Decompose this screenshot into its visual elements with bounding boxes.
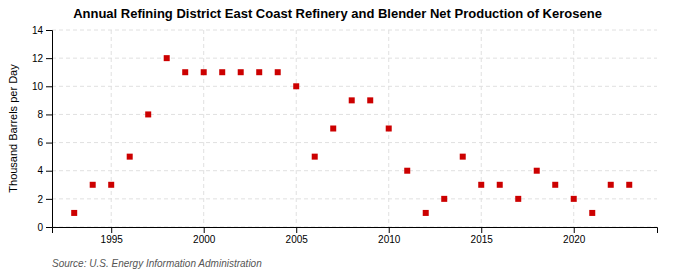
point [127, 154, 133, 160]
tick-label: 10 [32, 81, 44, 92]
grid-line [52, 86, 657, 87]
point [571, 196, 577, 202]
y-axis: 0 2 4 6 8 10 12 14 [32, 25, 53, 233]
tick: 2020 [563, 227, 586, 245]
grid-line [296, 30, 297, 227]
axis-line [46, 31, 53, 228]
tick: 2010 [378, 227, 401, 245]
tick-label: 8 [37, 109, 43, 120]
tick-label: 6 [37, 137, 43, 148]
point [201, 69, 207, 75]
grid-line [52, 142, 657, 143]
point [515, 196, 521, 202]
grid-line [52, 170, 657, 171]
point [404, 168, 410, 174]
tick: 8 [37, 109, 52, 120]
point [312, 154, 318, 160]
tick: 6 [37, 137, 52, 148]
grid-line [481, 30, 482, 227]
point [478, 182, 484, 188]
tick-mark [46, 199, 52, 200]
tick-label: 1995 [101, 234, 124, 245]
chart: 1995 2000 2005 2010 2015 2020 0 2 4 6 8 10 12 14 Annua… [0, 0, 675, 275]
tick-label: 2010 [378, 234, 401, 245]
tick: 2 [37, 194, 52, 205]
tick: 12 [32, 53, 52, 64]
tick: 0 [37, 222, 52, 233]
grid-line [52, 198, 657, 199]
x-axis: 1995 2000 2005 2010 2015 2020 [53, 227, 658, 245]
tick-mark [46, 143, 52, 144]
tick-label: 2005 [286, 234, 309, 245]
point [108, 182, 114, 188]
tick: 10 [32, 81, 52, 92]
tick-label: 2020 [563, 234, 586, 245]
point [626, 182, 632, 188]
tick-label: 14 [32, 25, 44, 36]
point [608, 182, 614, 188]
tick-mark [481, 227, 482, 233]
point [164, 55, 170, 61]
tick-mark [111, 227, 112, 233]
tick-mark [46, 58, 52, 59]
point [90, 182, 96, 188]
tick-mark [46, 171, 52, 172]
tick: 2000 [193, 227, 216, 245]
points [71, 55, 632, 216]
tick-mark [204, 227, 205, 233]
point [367, 97, 373, 103]
tick: 2015 [471, 227, 494, 245]
tick-label: 2000 [193, 234, 216, 245]
point [275, 69, 281, 75]
tick: 14 [32, 25, 52, 36]
tick: 1995 [101, 227, 124, 245]
point [238, 69, 244, 75]
title: Annual Refining District East Coast Refi… [73, 6, 602, 21]
tick-mark [46, 86, 52, 87]
tick: 4 [37, 165, 52, 176]
point [423, 210, 429, 216]
grid-line [52, 58, 657, 59]
point [145, 111, 151, 117]
point [497, 182, 503, 188]
tick-mark [574, 227, 575, 233]
plot-area: 1995 2000 2005 2010 2015 2020 0 2 4 6 8 10 12 14 [32, 25, 658, 245]
point [534, 168, 540, 174]
point [256, 69, 262, 75]
point [460, 154, 466, 160]
grid [52, 30, 657, 227]
point [293, 83, 299, 89]
grid-line [203, 30, 204, 227]
tick-mark [296, 227, 297, 233]
tick: 2005 [286, 227, 309, 245]
tick-mark [46, 30, 52, 31]
point [386, 126, 392, 132]
tick-label: 2 [37, 194, 43, 205]
tick-mark [46, 227, 52, 228]
point [552, 182, 558, 188]
point [349, 97, 355, 103]
axis-line [53, 228, 658, 234]
tick-label: 2015 [471, 234, 494, 245]
grid-line [52, 30, 657, 31]
point [589, 210, 595, 216]
point [219, 69, 225, 75]
tick-label: 12 [32, 53, 44, 64]
grid-line [111, 30, 112, 227]
tick-mark [46, 114, 52, 115]
y-axis-label: Thousand Barrels per Day [7, 64, 19, 193]
source: Source: U.S. Energy Information Administ… [52, 258, 262, 269]
point [71, 210, 77, 216]
grid-line [52, 114, 657, 115]
point [330, 126, 336, 132]
point [441, 196, 447, 202]
tick-mark [389, 227, 390, 233]
tick-label: 0 [37, 222, 43, 233]
point [182, 69, 188, 75]
tick-label: 4 [37, 165, 43, 176]
